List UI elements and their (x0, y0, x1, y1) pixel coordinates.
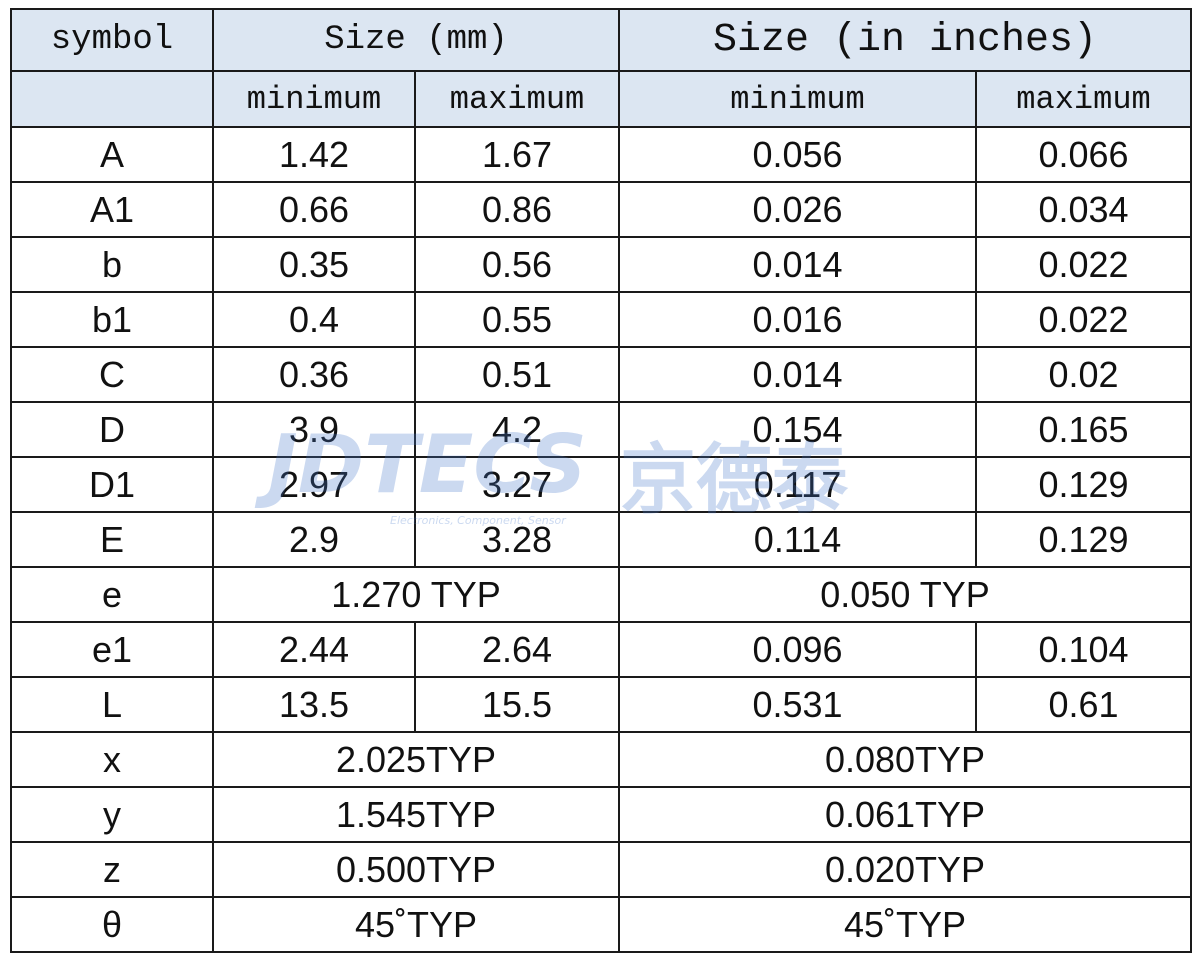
value-cell: 1.270 TYP (211, 566, 621, 623)
subheader-cell: maximum (413, 70, 621, 128)
value-cell: 45˚TYP (618, 896, 1193, 953)
header-cell: Size (in inches) (618, 8, 1193, 72)
subheader-cell: minimum (618, 70, 978, 128)
value-cell: 1.67 (413, 126, 621, 183)
table-row: A1 0.66 0.86 0.026 0.034 (10, 181, 1193, 238)
value-cell: 0.531 (618, 676, 978, 733)
value-cell: 45˚TYP (211, 896, 621, 953)
value-cell: 0.050 TYP (618, 566, 1193, 623)
value-cell: 0.154 (618, 401, 978, 458)
dimension-table: symbol Size (mm) Size (in inches) minimum ma… (10, 8, 1193, 953)
subheader-cell: maximum (975, 70, 1193, 128)
value-cell: 0.35 (212, 236, 416, 293)
table-row: symbol Size (mm) Size (in inches) (10, 8, 1193, 72)
symbol-cell: x (10, 731, 214, 788)
table-row: x 2.025TYP 0.080TYP (10, 731, 1193, 788)
value-cell: 0.056 (618, 126, 978, 183)
value-cell: 3.9 (212, 401, 416, 458)
value-cell: 0.061TYP (618, 786, 1193, 843)
symbol-cell: E (10, 511, 214, 568)
value-cell: 0.080TYP (618, 731, 1193, 788)
value-cell: 15.5 (413, 676, 621, 733)
symbol-cell: C (10, 346, 214, 403)
value-cell: 0.56 (413, 236, 621, 293)
table-row: A 1.42 1.67 0.056 0.066 (10, 126, 1193, 183)
symbol-cell: A1 (10, 181, 214, 238)
value-cell: 0.016 (618, 291, 978, 348)
value-cell: 2.97 (212, 456, 416, 513)
value-cell: 0.014 (618, 346, 978, 403)
table-row: b1 0.4 0.55 0.016 0.022 (10, 291, 1193, 348)
value-cell: 0.022 (975, 291, 1193, 348)
table-row: y 1.545TYP 0.061TYP (10, 786, 1193, 843)
value-cell: 2.64 (413, 621, 621, 678)
value-cell: 3.28 (413, 511, 621, 568)
symbol-cell: L (10, 676, 214, 733)
value-cell: 0.66 (212, 181, 416, 238)
value-cell: 0.129 (975, 456, 1193, 513)
value-cell: 4.2 (413, 401, 621, 458)
symbol-cell: D1 (10, 456, 214, 513)
value-cell: 0.022 (975, 236, 1193, 293)
table-row: θ 45˚TYP 45˚TYP (10, 896, 1193, 953)
symbol-cell: D (10, 401, 214, 458)
table-row: E 2.9 3.28 0.114 0.129 (10, 511, 1193, 568)
value-cell: 0.61 (975, 676, 1193, 733)
symbol-cell: e (10, 566, 214, 623)
value-cell: 2.025TYP (211, 731, 621, 788)
value-cell: 0.020TYP (618, 841, 1193, 898)
symbol-cell: b (10, 236, 214, 293)
table-row: z 0.500TYP 0.020TYP (10, 841, 1193, 898)
value-cell: 0.129 (975, 511, 1193, 568)
symbol-cell: b1 (10, 291, 214, 348)
value-cell: 0.36 (212, 346, 416, 403)
value-cell: 0.014 (618, 236, 978, 293)
value-cell: 0.165 (975, 401, 1193, 458)
value-cell: 1.42 (212, 126, 416, 183)
value-cell: 13.5 (212, 676, 416, 733)
value-cell: 0.02 (975, 346, 1193, 403)
value-cell: 0.026 (618, 181, 978, 238)
subheader-cell: minimum (212, 70, 416, 128)
table-row: C 0.36 0.51 0.014 0.02 (10, 346, 1193, 403)
value-cell: 0.104 (975, 621, 1193, 678)
header-cell: symbol (10, 8, 214, 72)
value-cell: 0.51 (413, 346, 621, 403)
symbol-cell: z (10, 841, 214, 898)
value-cell: 0.096 (618, 621, 978, 678)
table-row: e1 2.44 2.64 0.096 0.104 (10, 621, 1193, 678)
table-row: b 0.35 0.56 0.014 0.022 (10, 236, 1193, 293)
value-cell: 3.27 (413, 456, 621, 513)
table-row: minimum maximum minimum maximum (10, 70, 1193, 128)
value-cell: 0.117 (618, 456, 978, 513)
symbol-cell: A (10, 126, 214, 183)
value-cell: 2.9 (212, 511, 416, 568)
value-cell: 0.4 (212, 291, 416, 348)
table-row: D1 2.97 3.27 0.117 0.129 (10, 456, 1193, 513)
table-row: L 13.5 15.5 0.531 0.61 (10, 676, 1193, 733)
value-cell: 1.545TYP (211, 786, 621, 843)
value-cell: 0.034 (975, 181, 1193, 238)
value-cell: 0.86 (413, 181, 621, 238)
symbol-cell: y (10, 786, 214, 843)
table-row: D 3.9 4.2 0.154 0.165 (10, 401, 1193, 458)
header-cell (10, 70, 214, 128)
value-cell: 0.066 (975, 126, 1193, 183)
table-row: e 1.270 TYP 0.050 TYP (10, 566, 1193, 623)
value-cell: 0.500TYP (211, 841, 621, 898)
value-cell: 0.55 (413, 291, 621, 348)
symbol-cell: e1 (10, 621, 214, 678)
symbol-cell: θ (10, 896, 214, 953)
value-cell: 0.114 (618, 511, 978, 568)
header-cell: Size (mm) (211, 8, 621, 72)
value-cell: 2.44 (212, 621, 416, 678)
